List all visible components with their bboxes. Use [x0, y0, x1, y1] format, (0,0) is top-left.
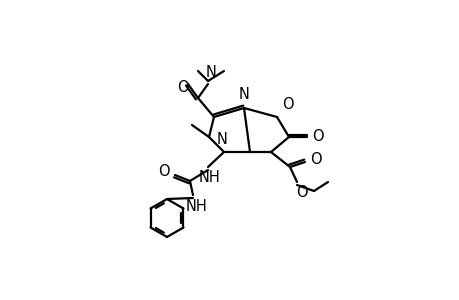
Text: N: N	[205, 65, 216, 80]
Text: O: O	[281, 97, 293, 112]
Text: O: O	[158, 164, 170, 179]
Text: NH: NH	[186, 199, 207, 214]
Text: O: O	[311, 128, 323, 143]
Text: O: O	[296, 185, 307, 200]
Text: N: N	[216, 132, 227, 147]
Text: NH: NH	[199, 170, 220, 185]
Text: O: O	[177, 80, 188, 95]
Text: N: N	[238, 87, 249, 102]
Text: O: O	[309, 152, 321, 166]
